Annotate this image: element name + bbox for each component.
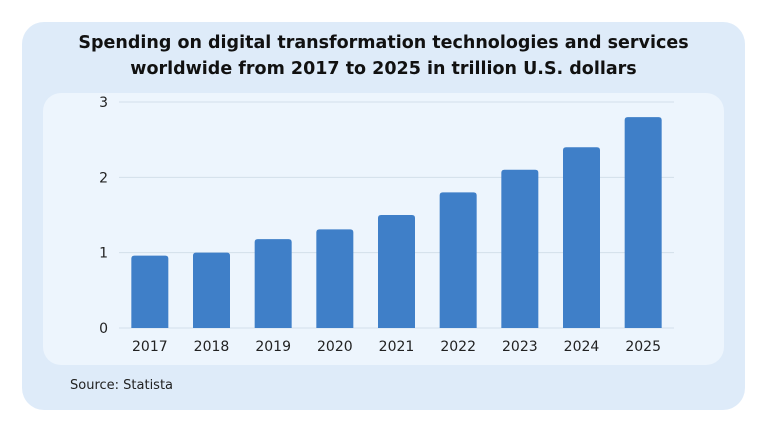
x-tick-label: 2023 [502, 339, 538, 355]
x-tick-label: 2020 [317, 339, 353, 355]
y-tick-label: 3 [99, 95, 108, 111]
x-tick-label: 2024 [564, 339, 600, 355]
y-tick-label: 0 [99, 321, 108, 337]
y-tick-label: 2 [99, 170, 108, 186]
x-tick-label: 2018 [194, 339, 230, 355]
x-tick-label: 2025 [625, 339, 661, 355]
x-tick-label: 2021 [379, 339, 415, 355]
x-tick-label: 2017 [132, 339, 168, 355]
chart-title-line-2: worldwide from 2017 to 2025 in trillion … [130, 59, 637, 79]
bar-2019 [254, 239, 292, 328]
bar-2020 [316, 229, 354, 328]
bar-2021 [378, 215, 415, 328]
bar-2024 [563, 147, 600, 328]
bar-2023 [501, 169, 539, 328]
source-note: Source: Statista [70, 378, 174, 393]
chart-title: Spending on digital transformation techn… [22, 30, 745, 82]
chart-title-line-1: Spending on digital transformation techn… [78, 33, 689, 53]
bar-2022 [439, 192, 477, 328]
bar-2017 [131, 255, 169, 328]
bar-2025 [624, 117, 662, 328]
x-tick-label: 2022 [440, 339, 476, 355]
bar-2018 [193, 252, 230, 328]
y-tick-label: 1 [99, 246, 108, 262]
x-tick-label: 2019 [255, 339, 291, 355]
